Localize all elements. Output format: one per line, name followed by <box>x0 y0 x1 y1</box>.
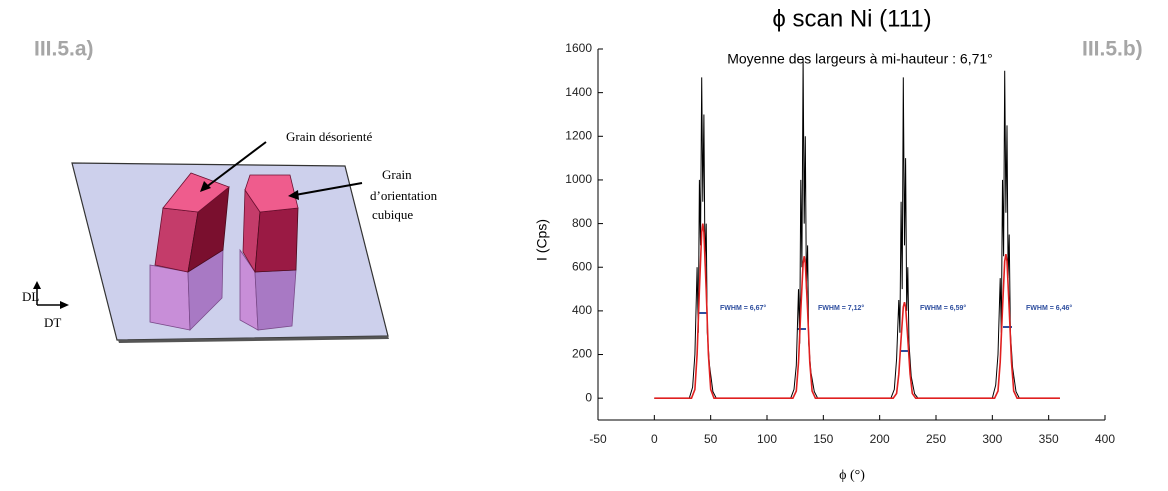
arrowhead <box>60 301 69 309</box>
fwhm-label: FWHM = 6,46° <box>1026 304 1072 312</box>
chart-title: ϕ scan Ni (111) <box>772 5 931 32</box>
chart: ϕ scan Ni (111) Moyenne des largeurs à m… <box>534 5 1116 483</box>
grain-diagram: DL DT Grain désorienté Grain d’orientati… <box>22 129 438 343</box>
y-tick-label: 200 <box>572 347 592 361</box>
x-tick-label: 250 <box>926 432 946 446</box>
axis-label: DL <box>22 289 39 304</box>
y-tick-label: 600 <box>572 259 592 273</box>
data-line <box>654 223 1060 399</box>
label: cubique <box>372 207 413 222</box>
y-axis-label: I (Cps) <box>534 219 550 261</box>
arrowhead <box>288 190 299 200</box>
label: d’orientation <box>370 188 438 203</box>
arrow <box>294 182 363 196</box>
arrowhead <box>33 281 41 289</box>
y-tick-label: 1000 <box>565 172 592 186</box>
x-tick-label: 200 <box>870 432 890 446</box>
data-line <box>654 57 1060 399</box>
x-tick-label: 400 <box>1095 432 1115 446</box>
x-tick-label: 350 <box>1039 432 1059 446</box>
label: Grain <box>382 167 412 182</box>
axis-label: DT <box>44 315 61 330</box>
y-tick-label: 1400 <box>565 85 592 99</box>
y-tick-label: 400 <box>572 303 592 317</box>
y-tick-label: 0 <box>585 390 592 404</box>
y-tick-label: 1600 <box>565 41 592 55</box>
grain-top <box>244 174 299 213</box>
arrowhead <box>200 181 211 192</box>
fwhm-label: FWHM = 6,59° <box>920 304 966 312</box>
arrow <box>204 141 267 189</box>
x-tick-label: 50 <box>704 432 718 446</box>
plate <box>71 162 389 341</box>
panel-label: III.5.a) <box>34 38 94 61</box>
x-tick-label: 0 <box>651 432 658 446</box>
grain-side <box>254 207 299 273</box>
x-tick-label: 100 <box>757 432 777 446</box>
grain-lower <box>254 269 297 331</box>
fwhm-label: FWHM = 6,67° <box>720 304 766 312</box>
grain-lower <box>149 264 191 331</box>
x-tick-label: -50 <box>589 432 607 446</box>
x-axis-label: ϕ (°) <box>839 468 865 483</box>
x-tick-label: 150 <box>813 432 833 446</box>
y-tick-label: 800 <box>572 216 592 230</box>
y-tick-label: 1200 <box>565 128 592 142</box>
chart-subtitle: Moyenne des largeurs à mi-hauteur : 6,71… <box>727 51 993 67</box>
plate-edge <box>118 336 389 343</box>
fwhm-label: FWHM = 7,12° <box>818 304 864 312</box>
panel-label: III.5.b) <box>1082 38 1143 61</box>
x-tick-label: 300 <box>982 432 1002 446</box>
label: Grain désorienté <box>286 129 373 144</box>
